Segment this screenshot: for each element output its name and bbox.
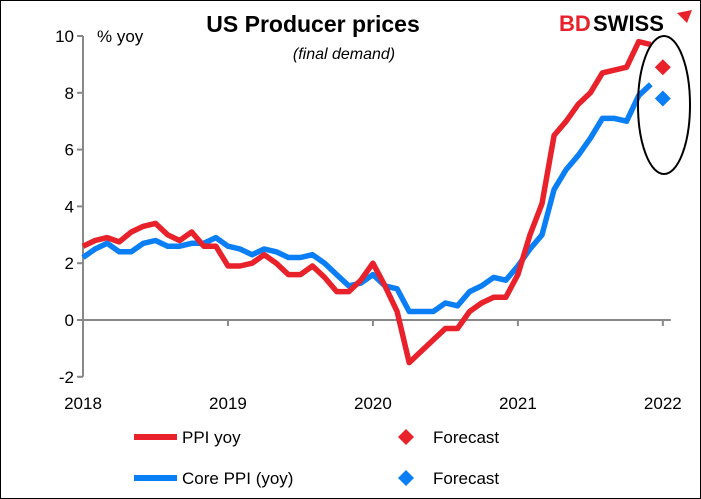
y-tick-label: 2 <box>65 254 74 273</box>
logo-swiss: SWISS <box>593 11 664 36</box>
y-tick-label: 10 <box>55 27 74 46</box>
x-tick-label: 2021 <box>499 394 537 413</box>
x-tick-label: 2019 <box>209 394 247 413</box>
core-ppi-line <box>81 82 653 315</box>
legend-ppi-forecast-label: Forecast <box>433 428 499 447</box>
x-tick-label: 2018 <box>64 394 102 413</box>
legend-ppi-forecast-marker <box>398 429 414 445</box>
legend-ppi-label: PPI yoy <box>182 428 241 447</box>
x-tick-label: 2020 <box>354 394 392 413</box>
legend-core-forecast-label: Forecast <box>433 469 499 488</box>
logo-bd: BD <box>559 11 591 36</box>
y-axis-label: % yoy <box>97 27 144 46</box>
y-tick-label: 0 <box>65 311 74 330</box>
ppi-forecast-marker <box>654 59 671 76</box>
chart-subtitle: (final demand) <box>293 46 395 63</box>
logo: BD SWISS <box>559 10 692 36</box>
forecast-ellipse <box>637 35 691 175</box>
y-tick-label: 6 <box>65 141 74 160</box>
logo-arrow-icon <box>677 10 692 23</box>
y-tick-label: -2 <box>59 368 74 387</box>
chart-title: US Producer prices <box>206 11 419 37</box>
legend-core-label: Core PPI (yoy) <box>182 469 293 488</box>
y-tick-label: 4 <box>65 197 74 216</box>
core-forecast-marker <box>654 90 671 107</box>
x-tick-label: 2022 <box>644 394 682 413</box>
y-tick-label: 8 <box>65 84 74 103</box>
legend-core-forecast-marker <box>398 470 414 486</box>
ppi-yoy-line <box>81 38 652 366</box>
legend: PPI yoy Forecast Core PPI (yoy) Forecast <box>134 428 499 488</box>
